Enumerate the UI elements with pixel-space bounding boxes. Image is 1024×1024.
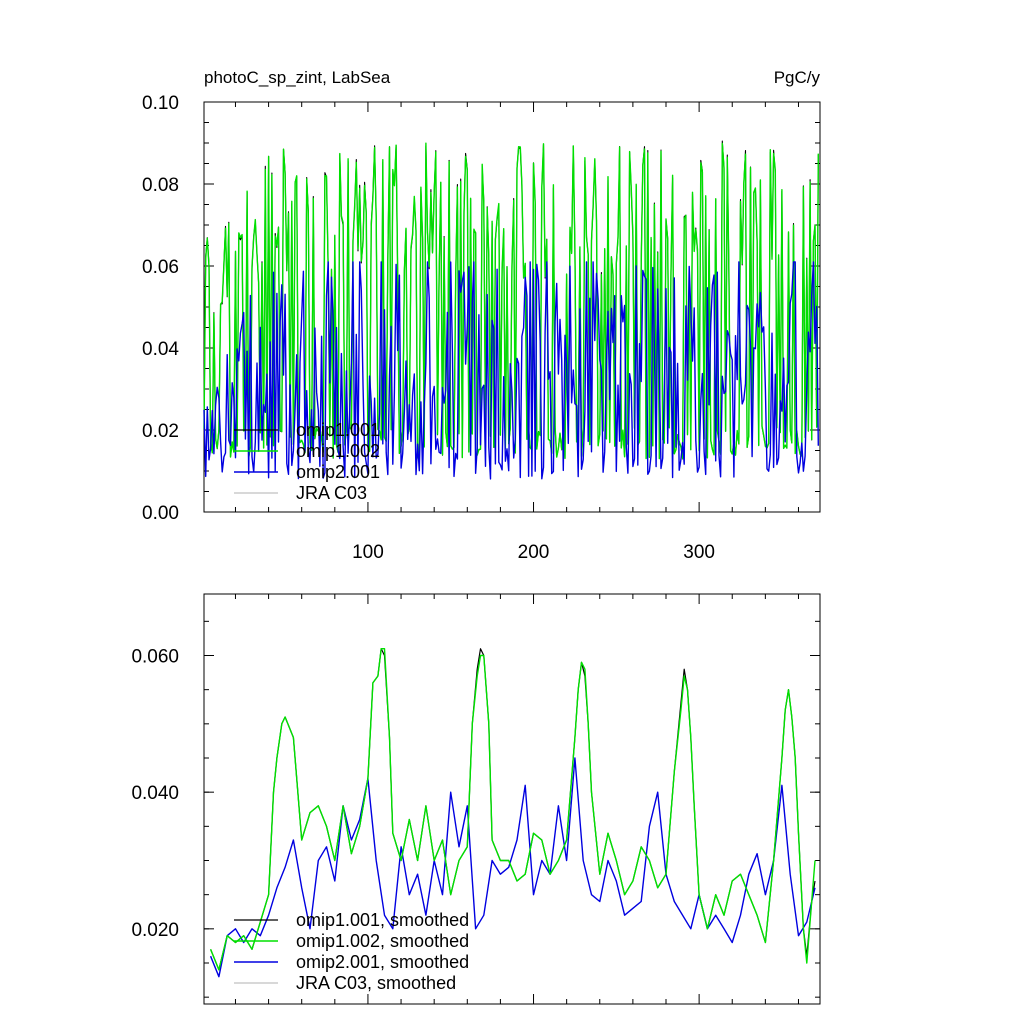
series-line-omip1-002-smoothed — [209, 648, 816, 971]
top-plot-series — [203, 140, 819, 480]
series-line-omip2-001 — [203, 261, 819, 480]
top-title-right: PgC/y — [774, 68, 821, 87]
legend-label: omip1.002, smoothed — [296, 931, 469, 951]
legend-label: omip1.002 — [296, 441, 380, 461]
legend-label: JRA C03, smoothed — [296, 973, 456, 993]
top-title-left: photoC_sp_zint, LabSea — [204, 68, 391, 87]
y-tick-label: 0.08 — [142, 175, 179, 196]
series-line-omip1-002 — [203, 142, 819, 460]
y-tick-label: 0.02 — [142, 421, 179, 442]
bottom-panel: 0.020 0.040 0.060 omip1.001, smoothedomip1… — [131, 593, 821, 1005]
legend-label: omip2.001, smoothed — [296, 952, 469, 972]
series-line-omip2-001-smoothed — [209, 757, 816, 978]
y-tick-label: 0.040 — [131, 783, 179, 804]
y-tick-label: 0.00 — [142, 503, 179, 524]
y-tick-label: 0.020 — [131, 920, 179, 941]
legend-label: JRA C03 — [296, 483, 367, 503]
y-tick-label: 0.10 — [142, 93, 179, 114]
top-panel: photoC_sp_zint, LabSea PgC/y 0.000.020.0… — [142, 68, 821, 563]
y-tick-label: 0.060 — [131, 647, 179, 668]
x-tick-label: 300 — [683, 542, 715, 563]
legend-label: omip1.001 — [296, 420, 380, 440]
y-tick-label: 0.06 — [142, 257, 179, 278]
bottom-plot-frame — [203, 593, 821, 1005]
x-tick-label: 200 — [518, 542, 550, 563]
y-tick-label: 0.04 — [142, 339, 179, 360]
bottom-axis-ticks: 0.020 0.040 0.060 — [131, 594, 820, 1004]
x-tick-label: 100 — [352, 542, 384, 563]
bottom-plot-series — [209, 648, 816, 978]
legend-label: omip1.001, smoothed — [296, 910, 469, 930]
legend-label: omip2.001 — [296, 462, 380, 482]
top-axis-ticks: 0.00 0.02 0.04 0.06 0.08 0.10 100 200 300 — [142, 93, 820, 563]
